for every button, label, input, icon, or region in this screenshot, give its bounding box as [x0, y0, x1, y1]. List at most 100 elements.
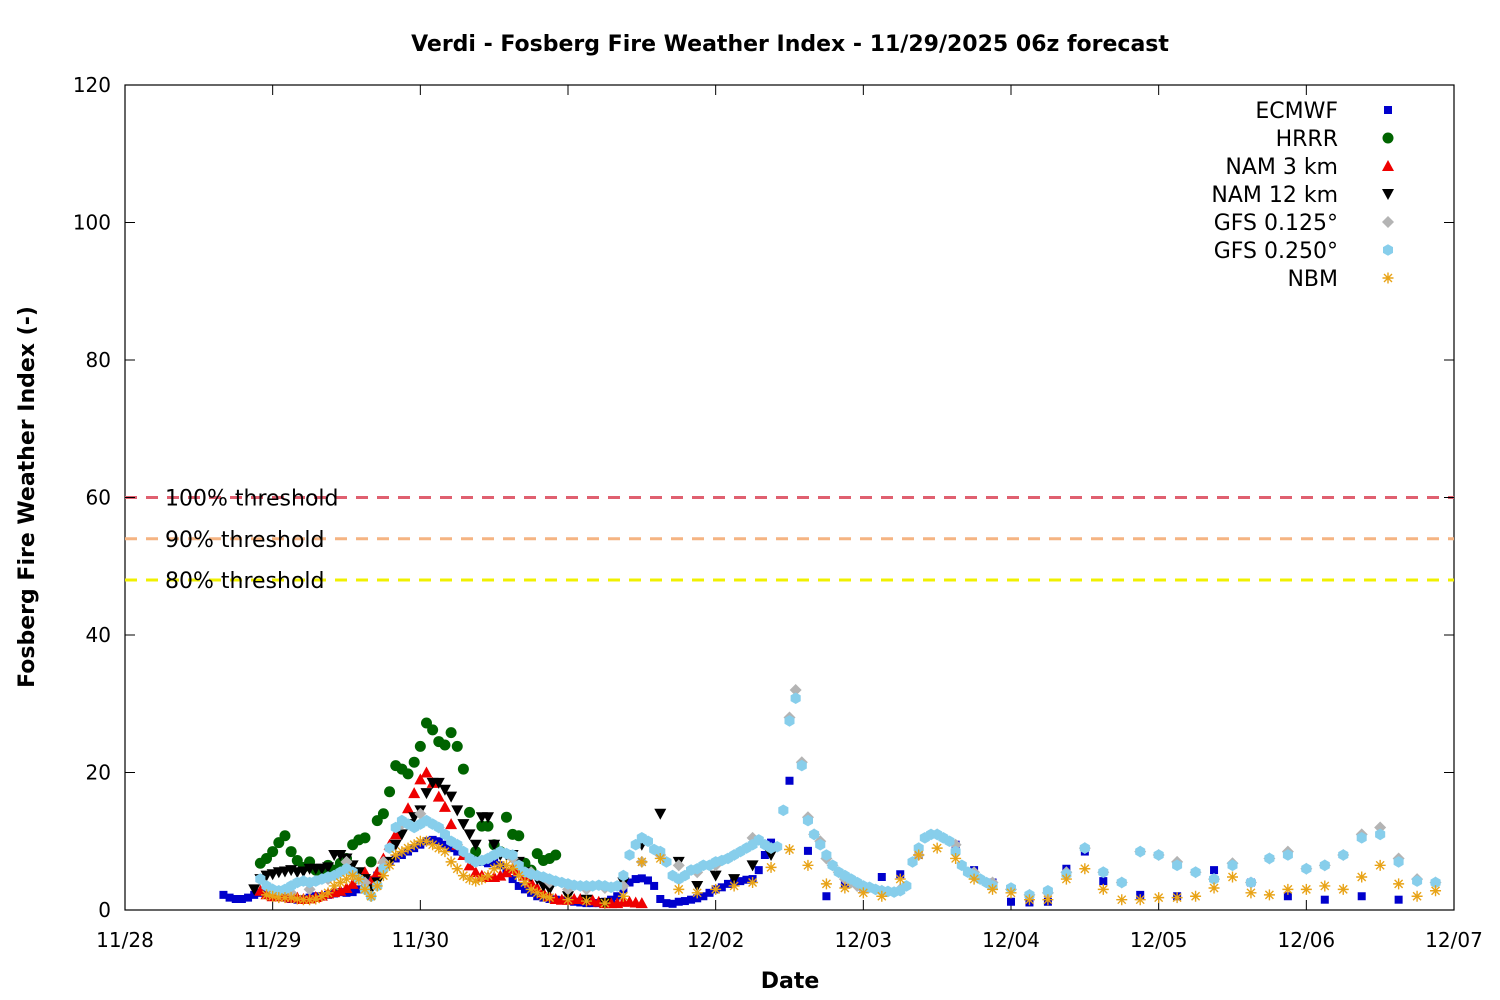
data-point	[613, 892, 622, 901]
data-point	[334, 877, 346, 888]
data-point	[736, 877, 745, 886]
data-point	[821, 849, 832, 861]
data-point	[322, 887, 334, 899]
data-point	[519, 877, 531, 888]
data-point	[420, 788, 433, 800]
data-point	[451, 863, 463, 875]
data-point	[273, 892, 285, 904]
data-point	[857, 887, 869, 899]
data-point	[254, 884, 267, 896]
legend-marker	[1383, 244, 1393, 256]
data-point	[341, 873, 352, 885]
data-point	[359, 883, 371, 895]
data-point	[742, 875, 751, 884]
data-point	[784, 715, 795, 727]
y-axis-label: Fosberg Fire Weather Index (-)	[15, 306, 40, 688]
data-point	[778, 804, 789, 817]
threshold-lines: 100% threshold 90% threshold 80% threshold	[125, 487, 1454, 594]
data-point	[304, 894, 316, 906]
data-point	[1245, 876, 1256, 889]
data-point	[457, 870, 469, 882]
data-point	[1430, 885, 1442, 897]
data-point	[371, 880, 383, 892]
series-nbm	[261, 835, 1442, 909]
data-point	[1393, 878, 1405, 890]
data-point	[723, 879, 732, 888]
data-point	[544, 892, 556, 904]
data-point	[710, 883, 722, 895]
data-point	[876, 890, 888, 902]
legend-label: GFS 0.250°	[1214, 239, 1338, 264]
data-point	[267, 846, 279, 858]
data-point	[439, 828, 450, 841]
data-point	[1227, 859, 1238, 872]
data-point	[438, 784, 451, 796]
data-point	[631, 875, 640, 884]
data-point	[1099, 877, 1108, 886]
data-point	[1245, 887, 1257, 899]
data-point	[463, 829, 476, 841]
data-point	[414, 835, 426, 847]
data-point	[390, 821, 401, 834]
data-point	[402, 802, 415, 814]
legend-marker	[1382, 216, 1394, 228]
data-point	[746, 860, 759, 872]
data-point	[1301, 863, 1312, 875]
data-point	[420, 766, 433, 778]
legend-label: ECMWF	[1255, 99, 1338, 124]
data-point	[691, 887, 703, 899]
data-point	[760, 851, 769, 859]
data-point	[654, 852, 666, 864]
data-point	[1319, 859, 1330, 872]
data-point	[377, 808, 389, 820]
data-point	[1356, 832, 1367, 844]
data-point	[248, 884, 261, 896]
data-point	[537, 890, 549, 902]
data-point	[1153, 892, 1165, 904]
data-point	[672, 859, 685, 872]
data-point	[525, 883, 537, 895]
x-tick-label: 12/03	[835, 928, 893, 952]
data-point	[1356, 871, 1368, 883]
data-points	[219, 684, 1442, 910]
data-point	[453, 847, 462, 856]
data-point	[950, 845, 961, 858]
data-point	[457, 819, 470, 831]
data-point	[1079, 863, 1091, 875]
data-point	[1005, 887, 1017, 899]
data-point	[1337, 883, 1349, 895]
data-point	[390, 849, 402, 861]
data-point	[285, 846, 297, 858]
data-point	[1190, 890, 1202, 902]
data-point	[482, 812, 495, 824]
data-point	[470, 846, 482, 858]
y-tick-label: 100	[73, 211, 111, 235]
data-point	[513, 870, 525, 882]
legend-marker	[1384, 106, 1392, 114]
data-point	[655, 845, 666, 858]
data-point	[1042, 894, 1054, 906]
data-point	[705, 888, 714, 897]
data-point	[267, 890, 279, 902]
data-point	[427, 839, 439, 851]
series-gfs-0-250-	[255, 692, 1441, 902]
data-point	[237, 895, 246, 903]
data-point	[1319, 880, 1331, 892]
data-point	[427, 724, 439, 736]
data-point	[470, 875, 482, 887]
data-point	[796, 759, 807, 772]
data-point	[476, 873, 488, 885]
data-point	[699, 892, 708, 901]
data-point	[1134, 894, 1146, 906]
chart-title: Verdi - Fosberg Fire Weather Index - 11/…	[411, 32, 1169, 57]
data-point	[944, 835, 955, 847]
data-point	[1209, 873, 1220, 885]
data-point	[674, 897, 683, 906]
data-point	[261, 889, 273, 901]
data-point	[1357, 892, 1366, 901]
data-point	[322, 862, 335, 874]
data-point	[438, 800, 451, 812]
data-point	[543, 884, 556, 896]
data-point	[656, 895, 665, 903]
x-tick-label: 11/28	[96, 928, 154, 952]
